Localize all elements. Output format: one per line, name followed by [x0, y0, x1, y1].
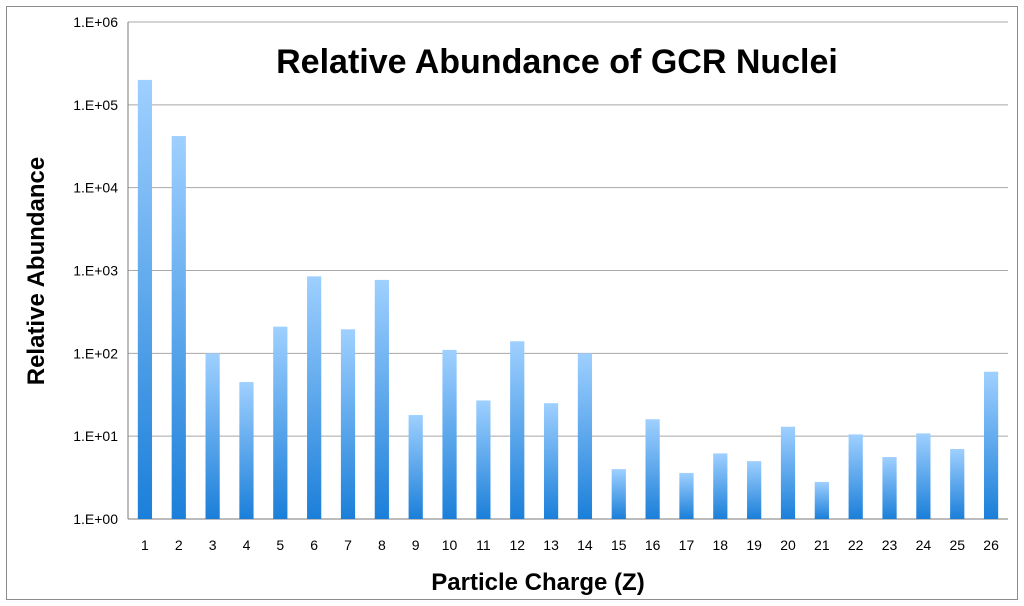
y-tick-labels: 1.E+00 1.E+01 1.E+02 1.E+03 1.E+04 1.E+05 1.E+… [73, 14, 118, 527]
bar-z-3 [205, 353, 220, 519]
x-tick-label: 10 [442, 537, 458, 553]
y-tick-label: 1.E+00 [73, 511, 118, 527]
x-tick-label: 6 [310, 537, 318, 553]
bar-z-16 [645, 419, 660, 519]
x-tick-label: 22 [848, 537, 864, 553]
x-tick-label: 11 [476, 537, 491, 553]
y-axis-title: Relative Abundance [23, 157, 50, 386]
y-tick-label: 1.E+03 [73, 263, 118, 279]
bar-z-13 [543, 403, 559, 519]
x-tick-label: 24 [916, 537, 932, 553]
x-tick-label: 8 [378, 537, 386, 553]
bar-z-11 [476, 400, 491, 519]
x-tick-label: 19 [746, 537, 762, 553]
bar-z-24 [916, 433, 931, 519]
x-tick-label: 1 [141, 537, 149, 553]
bar-z-10 [442, 349, 457, 519]
y-tick-label: 1.E+04 [73, 180, 118, 196]
bar-z-21 [814, 481, 829, 519]
x-tick-label: 26 [983, 537, 999, 553]
bar-z-2 [171, 136, 186, 520]
x-tick-label: 2 [175, 537, 183, 553]
x-tick-label: 12 [509, 537, 525, 553]
x-tick-labels: 1 2 3 4 5 6 7 8 9 10 11 12 13 14 15 16 17 18 19 20 21 22 23 24 2… [141, 537, 999, 553]
x-tick-label: 13 [543, 537, 559, 553]
y-tick-label: 1.E+05 [73, 97, 118, 113]
bar-z-14 [577, 353, 593, 519]
bar-z-7 [340, 329, 356, 519]
x-tick-label: 9 [412, 537, 420, 553]
bar-z-23 [882, 457, 897, 519]
x-tick-label: 18 [713, 537, 729, 553]
x-tick-label: 15 [611, 537, 627, 553]
bar-z-1 [137, 79, 153, 520]
bar-z-6 [307, 276, 322, 519]
y-tick-label: 1.E+01 [73, 428, 118, 444]
bar-z-17 [679, 472, 694, 519]
bar-z-19 [747, 461, 762, 519]
x-axis-title: Particle Charge (Z) [431, 569, 644, 596]
x-tick-label: 23 [882, 537, 898, 553]
x-tick-label: 5 [276, 537, 284, 553]
bar-z-22 [848, 434, 863, 519]
chart-title: Relative Abundance of GCR Nuclei [276, 43, 838, 81]
bars [137, 79, 999, 520]
bar-z-26 [983, 371, 999, 519]
x-tick-label: 21 [814, 537, 830, 553]
x-tick-label: 4 [243, 537, 251, 553]
bar-z-9 [408, 415, 423, 519]
bar-z-8 [374, 279, 389, 519]
bar-z-18 [713, 453, 728, 519]
bar-z-15 [611, 469, 626, 519]
x-tick-label: 14 [577, 537, 593, 553]
x-tick-label: 17 [679, 537, 695, 553]
y-tick-label: 1.E+06 [73, 14, 118, 30]
y-tick-label: 1.E+02 [73, 345, 118, 361]
x-tick-label: 7 [344, 537, 352, 553]
gridlines [127, 21, 1008, 520]
bar-z-5 [273, 326, 288, 519]
x-tick-label: 20 [780, 537, 796, 553]
bar-z-4 [239, 382, 254, 519]
bar-z-12 [510, 341, 525, 519]
bar-z-25 [950, 448, 965, 519]
x-tick-label: 25 [949, 537, 965, 553]
bar-z-20 [780, 426, 796, 519]
x-tick-label: 3 [209, 537, 217, 553]
x-tick-label: 16 [645, 537, 661, 553]
